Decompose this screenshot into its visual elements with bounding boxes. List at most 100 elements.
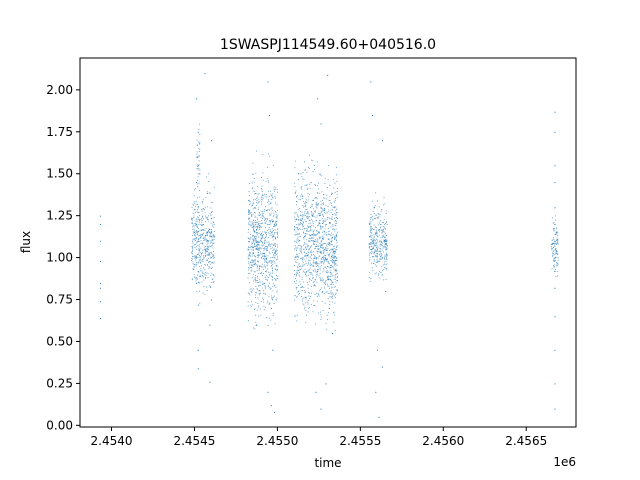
data-point: [257, 201, 259, 203]
data-point: [194, 202, 196, 204]
data-point: [373, 207, 375, 209]
data-point: [334, 220, 336, 222]
data-point: [267, 190, 269, 192]
data-point: [212, 225, 213, 227]
x-axis: 2.4540 2.4545 2.4550 2.4555 2.4560 2.4565: [91, 427, 547, 448]
data-point: [319, 249, 321, 251]
data-point: [321, 245, 323, 247]
data-point: [261, 203, 262, 205]
data-point: [202, 259, 204, 261]
data-point: [199, 123, 200, 125]
data-point: [258, 241, 260, 243]
data-point: [332, 257, 334, 258]
data-point: [263, 258, 265, 260]
data-point: [326, 219, 328, 220]
data-point: [557, 259, 559, 261]
data-point: [297, 266, 298, 268]
data-point: [318, 275, 320, 277]
data-point: [323, 194, 325, 196]
data-point: [275, 216, 277, 218]
data-point: [255, 314, 256, 316]
data-point: [262, 235, 263, 237]
data-point: [248, 267, 249, 268]
data-point: [252, 199, 254, 201]
data-point: [275, 279, 277, 281]
y-tick-label: 1.50: [46, 167, 73, 181]
data-point: [195, 237, 197, 239]
data-point: [381, 232, 383, 233]
data-point: [251, 182, 253, 184]
data-point: [295, 261, 296, 263]
data-point: [335, 233, 337, 235]
data-point: [332, 274, 334, 276]
data-point: [309, 265, 311, 266]
data-point: [204, 293, 206, 295]
data-point: [321, 262, 323, 264]
data-point: [256, 242, 258, 243]
data-point: [272, 165, 274, 167]
data-point: [205, 264, 206, 266]
data-point: [334, 236, 336, 238]
data-point: [330, 238, 332, 240]
data-point: [276, 244, 278, 246]
data-point: [272, 270, 273, 272]
data-point: [303, 270, 304, 272]
data-point: [312, 269, 314, 271]
data-point: [269, 302, 271, 304]
data-point: [298, 293, 300, 295]
data-point: [265, 231, 267, 233]
data-point: [206, 254, 208, 256]
data-point: [331, 266, 333, 268]
data-point: [272, 349, 274, 351]
data-point: [323, 243, 325, 245]
data-point: [249, 294, 251, 296]
data-point: [194, 246, 196, 248]
data-point: [258, 293, 260, 294]
data-point: [263, 301, 265, 303]
data-point: [196, 182, 198, 184]
data-point: [194, 276, 196, 278]
data-point: [207, 242, 209, 244]
data-point: [198, 160, 200, 162]
data-point: [269, 242, 271, 244]
data-point: [268, 204, 270, 206]
data-point: [373, 240, 375, 242]
data-point: [312, 264, 314, 266]
data-point: [194, 189, 195, 191]
data-point: [270, 203, 272, 204]
data-point: [297, 259, 299, 261]
data-point: [199, 169, 201, 171]
data-point: [380, 224, 382, 225]
data-point: [265, 271, 267, 273]
data-point: [261, 287, 263, 289]
data-point: [320, 247, 322, 249]
data-point: [297, 209, 299, 211]
data-point: [371, 226, 373, 228]
data-point: [266, 247, 268, 249]
data-point: [298, 239, 300, 241]
data-point: [377, 217, 379, 219]
data-point: [332, 248, 334, 250]
data-point: [196, 156, 198, 157]
data-point: [254, 308, 256, 310]
data-point: [298, 173, 300, 175]
data-point: [265, 274, 267, 276]
data-point: [335, 214, 337, 216]
data-point: [381, 257, 383, 259]
data-point: [251, 255, 253, 257]
data-point: [207, 277, 209, 278]
data-point: [331, 232, 333, 234]
data-point: [266, 241, 268, 243]
data-point: [317, 225, 318, 227]
data-point: [333, 261, 335, 263]
data-point: [385, 260, 387, 262]
data-point: [295, 283, 297, 285]
data-point: [301, 260, 303, 262]
data-point: [334, 262, 336, 264]
data-point: [196, 277, 198, 278]
data-point: [327, 262, 329, 264]
data-point: [248, 258, 250, 260]
data-point: [259, 225, 261, 227]
data-point: [374, 251, 376, 253]
data-point: [313, 257, 315, 259]
